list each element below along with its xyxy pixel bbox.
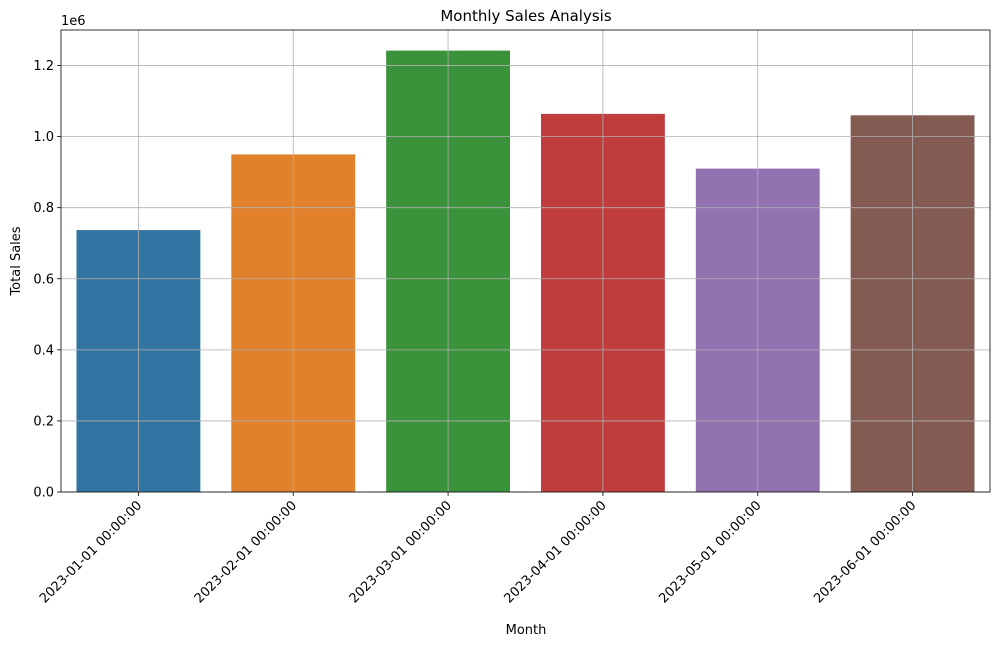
y-tick-label: 0.2 <box>33 414 54 429</box>
y-tick-label: 1.2 <box>33 59 54 74</box>
y-tick-label: 0.0 <box>33 486 54 501</box>
chart-title: Monthly Sales Analysis <box>440 7 612 25</box>
y-tick-label: 0.4 <box>33 343 54 358</box>
axes-frame <box>60 29 991 493</box>
y-axis-title: Total Sales <box>9 226 24 296</box>
y-axis-offset-label: 1e6 <box>61 14 86 29</box>
y-tick-label: 0.8 <box>33 201 54 216</box>
y-tick-label: 0.6 <box>33 272 54 287</box>
y-axis-ticks: 0.0 0.2 0.4 0.6 0.8 1.0 1.2 <box>33 59 61 501</box>
x-axis-title: Month <box>506 623 547 638</box>
y-tick-label: 1.0 <box>33 130 54 145</box>
